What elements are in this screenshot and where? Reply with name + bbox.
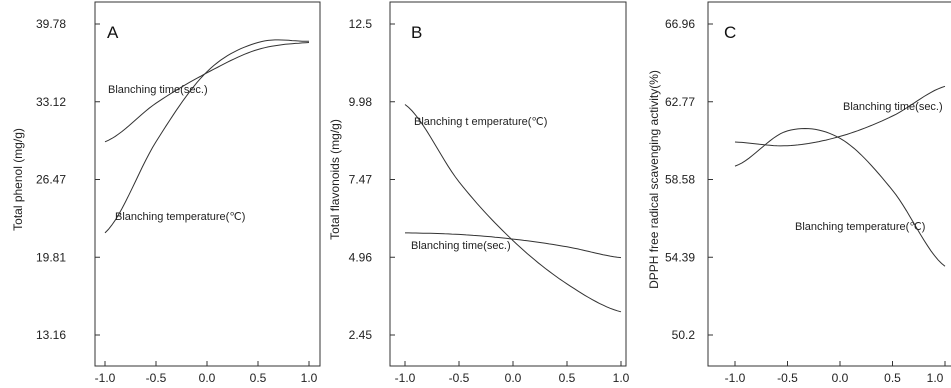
series-label-2: Blanching time(sec.) <box>411 240 511 252</box>
series-label-2: Blanching temperature(℃) <box>795 221 925 233</box>
series-line-2 <box>104 39 309 234</box>
series-line-1 <box>404 104 622 313</box>
series-line-2 <box>405 232 622 259</box>
x-tick-label: 0.5 <box>559 371 576 385</box>
y-axis-label: Total phenol (mg/g) <box>11 128 25 231</box>
x-tick-label: 1.0 <box>927 371 944 385</box>
y-tick-label: 66.96 <box>665 17 695 31</box>
y-tick-label: 33.12 <box>36 95 66 109</box>
x-tick-label: 1.0 <box>613 371 630 385</box>
x-tick-label: -1.0 <box>725 371 746 385</box>
series-label-1: Blanching t emperature(℃) <box>414 116 547 128</box>
plot-frame <box>94 1 321 367</box>
y-tick-label: 2.45 <box>349 328 373 342</box>
x-tick-label: 0.5 <box>884 371 901 385</box>
x-tick-label: -0.5 <box>146 371 167 385</box>
y-tick-label: 4.96 <box>349 250 373 264</box>
plot-frame <box>389 1 627 367</box>
y-tick-label: 19.81 <box>36 250 66 264</box>
plot-frame <box>707 1 951 367</box>
series-line-1 <box>734 85 946 147</box>
y-tick-label: 58.58 <box>665 173 695 187</box>
panel-letter-b: B <box>411 23 422 42</box>
y-tick-label: 26.47 <box>36 173 66 187</box>
panel-letter-a: A <box>107 23 119 42</box>
x-tick-label: 0.5 <box>250 371 267 385</box>
y-tick-label: 13.16 <box>36 328 66 342</box>
x-tick-label: -0.5 <box>449 371 470 385</box>
chart-panel-c: C DPPH free radical scavenging activity(%… <box>647 1 951 385</box>
x-tick-label: -1.0 <box>95 371 116 385</box>
y-axis-label: DPPH free radical scavenging activity(%) <box>647 70 661 289</box>
x-tick-label: -0.5 <box>777 371 798 385</box>
series-label-1: Blanching time(sec.) <box>108 84 208 96</box>
x-tick-label: 1.0 <box>301 371 318 385</box>
x-tick-label: 0.0 <box>199 371 216 385</box>
y-tick-label: 62.77 <box>665 95 695 109</box>
y-tick-label: 54.39 <box>665 250 695 264</box>
chart-panel-a: A Total phenol (mg/g) 39.78 33.12 26.47 19.81… <box>11 1 321 385</box>
y-tick-label: 7.47 <box>349 173 373 187</box>
y-tick-label: 9.98 <box>349 95 373 109</box>
y-tick-label: 39.78 <box>36 17 66 31</box>
chart-panel-b: B Total flavonoids (mg/g) 12.5 9.98 7.47 4.96… <box>328 1 630 385</box>
panel-letter-c: C <box>724 23 736 42</box>
series-label-2: Blanching temperature(℃) <box>115 211 245 223</box>
x-tick-label: 0.0 <box>832 371 849 385</box>
series-line-1 <box>104 42 310 143</box>
series-line-2 <box>734 127 946 267</box>
x-tick-label: -1.0 <box>395 371 416 385</box>
x-tick-label: 0.0 <box>505 371 522 385</box>
series-label-1: Blanching time(sec.) <box>843 101 943 113</box>
y-tick-label: 50.2 <box>672 328 696 342</box>
y-tick-label: 12.5 <box>349 17 373 31</box>
y-axis-label: Total flavonoids (mg/g) <box>328 119 342 240</box>
